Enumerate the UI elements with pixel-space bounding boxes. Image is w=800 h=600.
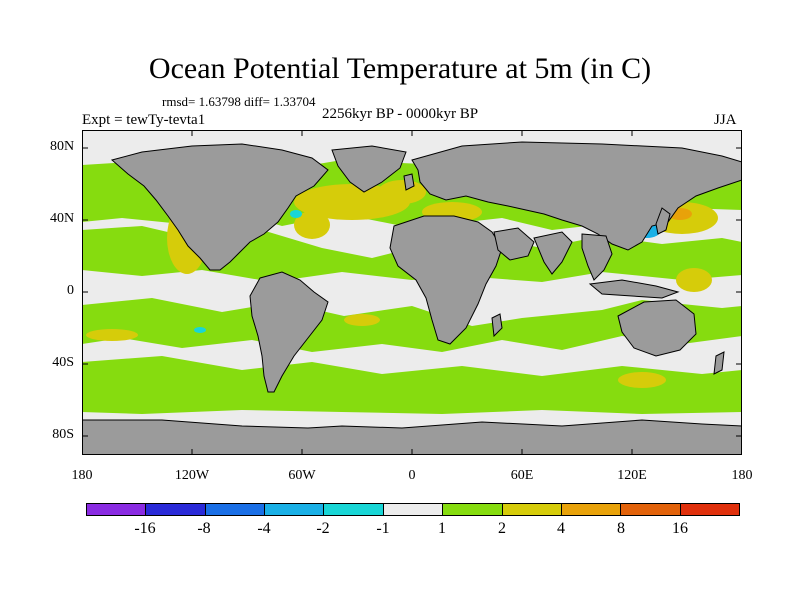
colorbar-swatch [621,504,681,515]
colorbar-swatch [561,504,622,515]
lat-tick-40n: 40N [50,211,75,226]
lon-tick-120e: 120E [617,468,647,483]
axis-ticks [82,130,742,455]
lon-tick-120w: 120W [174,468,210,483]
antarctica [82,419,742,455]
arabia [493,227,535,261]
colorbar-swatch [680,504,739,515]
colorbar-label: 2 [498,520,506,537]
lon-tick-0: 0 [408,468,416,483]
indonesia [588,279,680,299]
colorbar-label: 8 [617,520,625,537]
colorbar-label: 16 [672,520,688,537]
madagascar [491,313,503,338]
small-islands [403,173,725,375]
stats-readout: rmsd= 1.63798 diff= 1.33704 [162,94,316,109]
lon-tick-60w: 60W [288,468,316,483]
colorbar-swatch [265,504,325,515]
lon-tick-180-west: 180 [71,468,93,483]
colorbar-label: 4 [557,520,565,537]
experiment-label: Expt = tewTy-tevta1 [82,112,206,128]
lon-tick-180-east: 180 [731,468,753,483]
new-zealand [713,351,725,375]
colorbar-label: -1 [376,520,390,537]
colorbar-label: -8 [197,520,211,537]
world-map [82,130,742,455]
africa [389,215,503,345]
colorbar-swatch [383,504,444,515]
colorbar [86,503,740,516]
colorbar-swatch [443,504,503,515]
lat-tick-80n: 80N [50,139,75,154]
southeast-asia [581,233,613,281]
lat-tick-0: 0 [67,283,74,298]
north-america [110,143,329,271]
south-america [249,271,329,393]
india [533,231,573,275]
colorbar-swatch [205,504,266,515]
colorbar-label: -4 [257,520,271,537]
period-label: 2256kyr BP - 0000kyr BP [322,106,479,122]
greenland [331,145,407,193]
colorbar-swatch [87,504,147,515]
season-label: JJA [714,112,737,128]
colorbar-swatch [146,504,206,515]
uk [403,173,415,191]
lat-tick-40s: 40S [52,355,74,370]
colorbar-label: 1 [438,520,446,537]
japan [655,207,671,235]
lat-tick-80s: 80S [52,427,74,442]
australia [617,299,697,357]
colorbar-swatch [324,504,384,515]
colorbar-swatch [502,504,562,515]
colorbar-label: -2 [316,520,330,537]
lon-tick-60e: 60E [510,468,534,483]
colorbar-label: -16 [134,520,156,537]
map-title: Ocean Potential Temperature at 5m (in C) [148,52,652,85]
